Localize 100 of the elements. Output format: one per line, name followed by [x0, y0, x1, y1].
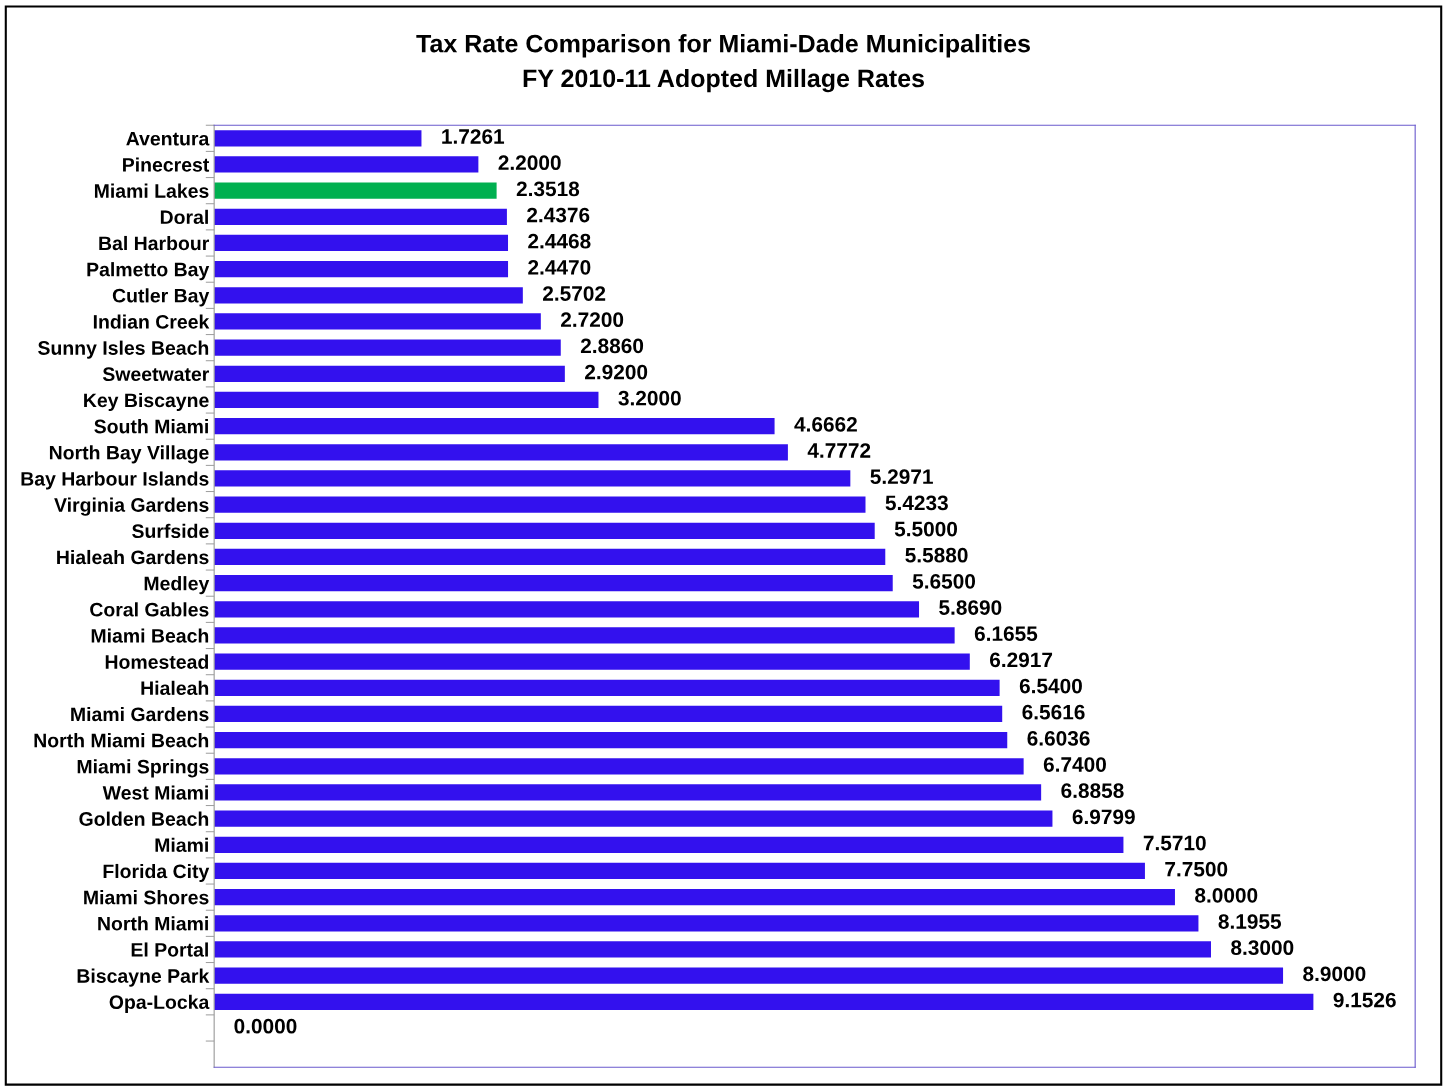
y-tick-label: Surfside — [132, 523, 209, 539]
data-label: 9.1526 — [1333, 992, 1396, 1008]
bar — [214, 156, 479, 173]
y-tick-label: Coral Gables — [90, 602, 209, 617]
bar — [214, 679, 1000, 696]
bar — [214, 208, 507, 225]
bar — [214, 182, 497, 199]
bar — [214, 313, 541, 330]
data-label: 5.5880 — [905, 547, 968, 563]
data-label: 6.9799 — [1072, 809, 1135, 825]
chart-subtitle: FY 2010-11 Adopted Millage Rates — [523, 68, 924, 93]
y-tick-label: Pinecrest — [123, 157, 210, 172]
y-tick-label: Golden Beach — [79, 811, 209, 826]
bar — [214, 758, 1024, 775]
bar — [214, 705, 1003, 723]
y-tick-label: North Miami — [98, 916, 208, 931]
data-label: 6.6036 — [1027, 730, 1090, 746]
bar — [214, 601, 920, 618]
y-tick-label: Miami Beach — [91, 628, 209, 643]
bar — [214, 130, 422, 147]
y-tick-label: Hialeah — [141, 680, 209, 696]
bar — [214, 522, 875, 539]
data-label: 2.5702 — [543, 286, 606, 301]
data-label: 5.6500 — [912, 573, 976, 589]
y-tick-label: Cutler Bay — [112, 288, 210, 307]
bar — [214, 836, 1124, 853]
y-tick-label: Miami Springs — [77, 759, 209, 778]
y-tick-label: Opa-Locka — [109, 994, 210, 1013]
y-tick-label: Bay Harbour Islands — [21, 471, 209, 490]
bar — [214, 391, 599, 409]
bar — [214, 548, 886, 566]
chart-title: Tax Rate Comparison for Miami-Dade Municipalities — [416, 34, 1030, 58]
bar — [214, 287, 523, 304]
bar — [214, 862, 1145, 880]
data-label: 0.0000 — [234, 1018, 297, 1034]
bar — [214, 496, 866, 513]
data-label: 7.7500 — [1165, 861, 1228, 877]
bar — [214, 470, 851, 487]
y-tick-label: Doral — [160, 209, 208, 225]
y-tick-label: Aventura — [126, 131, 210, 146]
bar — [214, 261, 509, 278]
data-label: 1.7261 — [442, 129, 505, 144]
y-tick-label: Biscayne Park — [77, 968, 210, 987]
data-label: 2.4468 — [528, 233, 591, 249]
data-label: 8.0000 — [1195, 887, 1258, 903]
data-label: 2.8860 — [580, 338, 644, 354]
data-label: 8.9000 — [1303, 966, 1366, 982]
y-tick-label: Miami — [155, 837, 208, 853]
y-tick-label: Bal Harbour — [99, 235, 209, 251]
bar — [214, 915, 1199, 932]
y-tick-label: El Portal — [131, 942, 208, 957]
bar — [214, 941, 1211, 958]
data-label: 2.3518 — [516, 181, 580, 197]
bar — [214, 810, 1053, 827]
y-tick-label: Sunny Isles Beach — [38, 340, 209, 359]
y-tick-label: Miami Lakes — [94, 183, 209, 198]
data-label: 8.1955 — [1218, 914, 1282, 929]
y-tick-label: Hialeah Gardens — [57, 549, 209, 565]
bar — [214, 993, 1314, 1010]
bar — [214, 444, 788, 461]
data-label: 5.2971 — [870, 469, 933, 485]
data-label: 6.1655 — [974, 626, 1038, 642]
y-tick-label: Sweetwater — [102, 367, 210, 382]
data-label: 4.6662 — [794, 416, 857, 432]
data-label: 2.4376 — [527, 207, 590, 223]
y-tick-label: South Miami — [94, 419, 208, 434]
data-label: 6.2917 — [990, 652, 1053, 668]
data-label: 6.8858 — [1061, 783, 1124, 799]
bar — [214, 889, 1175, 906]
y-tick-label: Miami Shores — [84, 890, 209, 905]
bar — [214, 365, 565, 382]
y-tick-label: West Miami — [102, 785, 208, 800]
y-tick-label: Medley — [144, 576, 210, 595]
bar — [214, 339, 561, 356]
y-tick-label: North Bay Village — [49, 445, 209, 464]
data-label: 6.5400 — [1019, 678, 1082, 694]
data-label: 8.3000 — [1231, 940, 1294, 956]
bar — [214, 234, 509, 252]
data-label: 6.5616 — [1022, 704, 1085, 720]
bar — [214, 418, 775, 435]
y-tick-label: Virginia Gardens — [54, 497, 209, 516]
data-label: 2.2000 — [498, 155, 561, 171]
bar — [214, 732, 1008, 749]
y-tick-label: Miami Gardens — [71, 706, 209, 722]
y-tick-label: Palmetto Bay — [87, 262, 210, 281]
data-label: 4.7772 — [807, 443, 871, 458]
data-label: 2.9200 — [585, 364, 648, 380]
y-tick-label: Homestead — [105, 654, 209, 669]
data-label: 2.4470 — [528, 259, 591, 275]
data-label: 7.5710 — [1143, 835, 1206, 851]
bar — [214, 627, 955, 644]
bar — [214, 575, 893, 592]
data-label: 6.7400 — [1043, 757, 1106, 772]
data-label: 5.4233 — [885, 495, 948, 511]
y-tick-label: North Miami Beach — [34, 733, 209, 748]
data-label: 2.7200 — [561, 312, 624, 328]
y-tick-label: Key Biscayne — [84, 392, 209, 412]
y-tick-label: Indian Creek — [93, 314, 210, 329]
data-label: 3.2000 — [618, 390, 681, 406]
y-tick-label: Florida City — [103, 863, 210, 883]
